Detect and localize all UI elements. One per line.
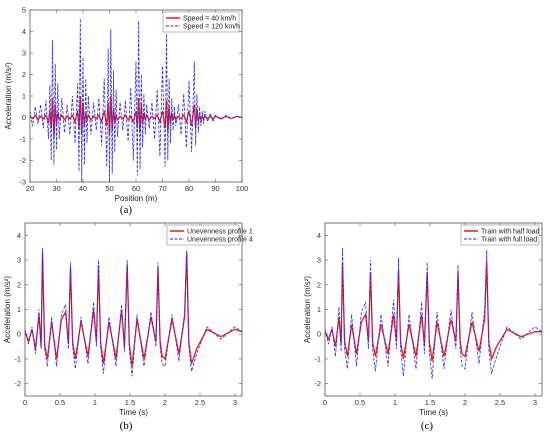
legend-box <box>166 224 240 246</box>
legend-label-2: Speed = 120 km/h <box>183 23 240 30</box>
x-tick-label: 1 <box>93 398 97 407</box>
y-tick-label: 2 <box>17 280 21 289</box>
y-tick-label: 0 <box>317 330 321 339</box>
legend-label-1: Train with half load <box>481 228 540 235</box>
x-tick-label: 1.5 <box>425 398 435 407</box>
y-tick-label: -2 <box>19 156 26 165</box>
chart-panel-1: 20 30 40 50 60 70 80 90 100 -3 -2 -1 0 1 2 3 4 5 Position … <box>4 6 248 217</box>
y-tick-label: 4 <box>17 231 21 240</box>
legend-label-1: Speed = 40 km/h <box>183 15 236 22</box>
x-tick-label: 30 <box>52 184 60 193</box>
series-line-2 <box>25 247 242 377</box>
y-axis-title: Acceleration (m/s²) <box>4 62 13 129</box>
y-tick-label: 3 <box>17 256 21 265</box>
y-tick-label: 4 <box>317 231 321 240</box>
x-tick-label: 40 <box>79 184 87 193</box>
legend-label-2: Unevenness profile 4 <box>187 236 253 243</box>
x-axis-title: Time (s) <box>119 408 148 417</box>
x-tick-label: 3 <box>233 398 237 407</box>
y-tick-label: 3 <box>22 49 26 58</box>
y-tick-label: 2 <box>22 70 26 79</box>
y-tick-label: 0 <box>22 113 26 122</box>
x-tick-label: 1.5 <box>125 398 135 407</box>
x-tick-label: 20 <box>26 184 34 193</box>
x-tick-label: 2 <box>163 398 167 407</box>
y-axis-title: Acceleration (m/s²) <box>303 276 312 343</box>
y-tick-label: 2 <box>317 280 321 289</box>
x-tick-label: 3 <box>533 398 537 407</box>
x-tick-label: 80 <box>185 184 193 193</box>
series-group <box>30 18 242 182</box>
x-tick-label: 100 <box>236 184 249 193</box>
plot-area <box>29 9 243 183</box>
panel-label: (c) <box>421 420 434 432</box>
plot-area <box>24 222 243 397</box>
x-tick-label: 0.5 <box>355 398 365 407</box>
y-tick-label: -3 <box>19 178 26 187</box>
panel-label: (b) <box>120 420 133 432</box>
legend-label-2: Train with full load <box>481 236 537 243</box>
x-tick-label: 2 <box>463 398 467 407</box>
y-tick-label: 1 <box>317 305 321 314</box>
x-tick-label: 0 <box>323 398 327 407</box>
y-tick-label: -1 <box>314 354 321 363</box>
x-tick-label: 2.5 <box>495 398 505 407</box>
y-tick-label: 3 <box>317 256 321 265</box>
series-group <box>325 247 542 379</box>
plot-area <box>324 222 543 397</box>
y-tick-label: -2 <box>314 379 321 388</box>
x-tick-label: 2.5 <box>195 398 205 407</box>
y-axis-title: Acceleration (m/s²) <box>3 276 12 343</box>
y-tick-label: 1 <box>17 305 21 314</box>
legend-label-1: Unevenness profile 1 <box>187 228 253 235</box>
y-tick-label: -2 <box>14 379 21 388</box>
x-tick-label: 90 <box>211 184 219 193</box>
legend-box <box>162 11 240 33</box>
y-tick-label: -1 <box>19 135 26 144</box>
x-tick-label: 0.5 <box>55 398 65 407</box>
chart-panel-3: 0 0.5 1 1.5 2 2.5 3 -2 -1 0 1 2 3 4 Time (s) Accelerati… <box>303 222 543 432</box>
x-tick-label: 60 <box>132 184 140 193</box>
series-group <box>25 247 242 377</box>
x-tick-label: 0 <box>23 398 27 407</box>
y-tick-label: 1 <box>22 92 26 101</box>
x-axis-title: Time (s) <box>419 408 448 417</box>
y-tick-label: -1 <box>14 354 21 363</box>
y-tick-label: 4 <box>22 27 26 36</box>
x-tick-label: 1 <box>393 398 397 407</box>
legend-box <box>460 224 540 246</box>
chart-panel-2: 0 0.5 1 1.5 2 2.5 3 -2 -1 0 1 2 3 4 Time (s) Accelerati… <box>3 222 253 432</box>
x-axis-title: Position (m) <box>115 194 158 203</box>
y-tick-label: 5 <box>22 6 26 15</box>
x-tick-label: 50 <box>105 184 113 193</box>
y-tick-label: 0 <box>17 330 21 339</box>
panel-label: (a) <box>120 204 133 216</box>
x-tick-label: 70 <box>158 184 166 193</box>
